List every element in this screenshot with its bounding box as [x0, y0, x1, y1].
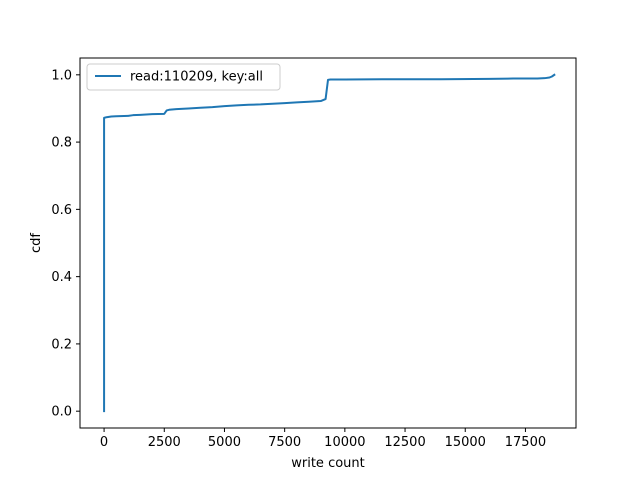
- plot-layer: [103, 73, 556, 413]
- y-tick-label: 0.8: [51, 136, 72, 151]
- x-tick-label: 7500: [268, 435, 301, 450]
- x-tick-label: 0: [100, 435, 108, 450]
- y-tick-label: 0.6: [51, 203, 72, 218]
- x-tick-label: 15000: [445, 435, 486, 450]
- legend: read:110209, key:all: [86, 63, 281, 91]
- axes-frame: [79, 57, 577, 429]
- x-tick-label: 5000: [208, 435, 241, 450]
- y-tick-label: 0.0: [51, 405, 72, 420]
- tick-layer: 0 2500 5000 7500 10000 12500 15000 17500 0.0 0.2 0…: [51, 68, 546, 450]
- y-tick-label: 0.2: [51, 337, 72, 352]
- legend-box: [86, 63, 281, 91]
- legend-entry-label: read:110209, key:all: [130, 70, 263, 85]
- y-tick-label: 0.4: [51, 270, 72, 285]
- x-tick-label: 17500: [505, 435, 546, 450]
- y-axis-label: cdf: [29, 233, 44, 253]
- series-line: [103, 73, 556, 413]
- x-tick-label: 2500: [148, 435, 181, 450]
- x-tick-label: 10000: [324, 435, 365, 450]
- y-tick-label: 1.0: [51, 68, 72, 83]
- x-axis-label: write count: [291, 456, 365, 471]
- x-tick-label: 12500: [384, 435, 425, 450]
